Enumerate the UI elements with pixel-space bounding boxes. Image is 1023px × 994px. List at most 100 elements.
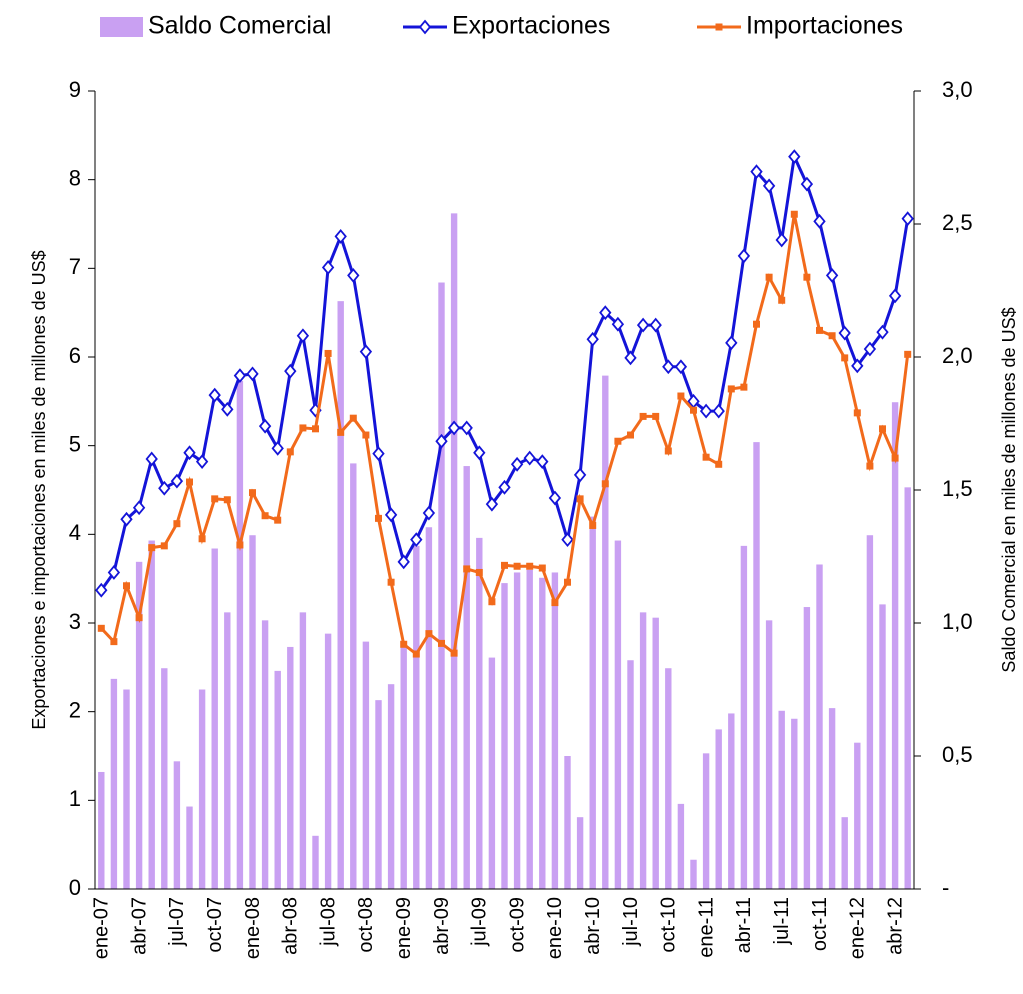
line-marker — [120, 511, 133, 527]
bar — [463, 466, 470, 889]
bar — [287, 646, 294, 889]
line-marker — [825, 268, 839, 283]
bar — [425, 527, 433, 889]
line-marker — [246, 366, 259, 382]
bar — [740, 545, 748, 889]
line-marker — [286, 448, 294, 456]
line-marker — [788, 149, 801, 165]
line-marker — [775, 232, 788, 248]
line-marker — [523, 450, 536, 466]
y-tick-label: 9 — [69, 77, 81, 102]
line-marker — [438, 639, 445, 647]
line-marker — [233, 368, 247, 384]
line-marker — [284, 363, 297, 379]
line-marker — [510, 456, 524, 472]
line-marker — [790, 210, 798, 218]
bar — [299, 612, 307, 889]
line-marker — [851, 358, 864, 374]
line-marker — [538, 564, 546, 572]
line-marker — [183, 445, 196, 461]
line-marker — [652, 412, 660, 420]
line-marker — [576, 495, 584, 503]
bar — [765, 620, 773, 889]
line-marker — [548, 490, 562, 506]
line-marker — [410, 532, 423, 548]
line-marker — [485, 496, 499, 512]
bar — [828, 708, 836, 889]
line-marker — [866, 462, 874, 470]
bar — [728, 713, 735, 889]
line-marker — [564, 578, 571, 586]
bar — [702, 753, 710, 889]
x-tick-label: abr-09 — [431, 897, 453, 955]
bar — [816, 564, 823, 889]
bar — [173, 761, 181, 889]
bar — [161, 668, 168, 889]
x-tick-label: abr-11 — [733, 897, 755, 953]
y-tick-label: 6 — [69, 343, 81, 368]
x-tick-label: abr-07 — [128, 897, 150, 955]
x-tick-label: ene-12 — [847, 897, 869, 959]
legend-swatch — [100, 17, 143, 37]
line-marker — [765, 273, 773, 281]
line-marker — [123, 582, 130, 590]
line-marker — [107, 565, 121, 580]
bar — [513, 572, 521, 889]
line-marker — [110, 638, 118, 646]
bar — [337, 301, 344, 889]
y-tick-label: 0 — [69, 875, 81, 900]
x-tick-label: jul-11 — [771, 897, 793, 945]
line-marker — [274, 516, 282, 524]
y-tick-label: 8 — [69, 165, 81, 190]
legend-marker — [715, 23, 723, 31]
y2-tick-label: 0,5 — [942, 742, 973, 767]
line-marker — [397, 554, 410, 570]
bar — [110, 678, 118, 889]
line-marker — [611, 316, 625, 332]
line-marker — [375, 514, 382, 522]
line-marker — [800, 176, 814, 192]
line-marker — [208, 387, 221, 403]
line-marker — [677, 392, 685, 400]
line-marker — [132, 500, 146, 516]
line-marker — [195, 454, 209, 470]
y2-tick-label: 2,5 — [942, 210, 973, 235]
line-marker — [904, 350, 912, 358]
line-marker — [412, 650, 420, 658]
line-marker — [816, 326, 823, 334]
line-marker — [841, 354, 849, 362]
line-marker — [249, 489, 256, 497]
line-marker — [561, 532, 574, 548]
line-marker — [639, 412, 647, 420]
line-marker — [400, 640, 408, 648]
bar — [904, 487, 911, 889]
bar — [715, 729, 722, 889]
bar — [791, 718, 798, 889]
x-tick-label: ene-07 — [91, 897, 113, 959]
line-marker — [712, 403, 725, 419]
x-tick-label: oct-11 — [809, 897, 831, 951]
line-marker — [690, 406, 697, 414]
bar — [362, 641, 370, 889]
bar — [236, 380, 244, 889]
line-marker — [198, 535, 206, 543]
bar — [450, 213, 458, 890]
line-marker — [460, 420, 473, 436]
line-marker — [828, 332, 836, 340]
line-marker — [223, 496, 231, 504]
line-marker — [586, 331, 599, 347]
line-marker — [463, 565, 471, 573]
y2-tick-label: 2,0 — [942, 343, 973, 368]
line-marker — [573, 467, 587, 483]
line-marker — [324, 349, 332, 357]
bar — [866, 535, 874, 889]
line-marker — [750, 164, 763, 180]
line-marker — [614, 437, 622, 445]
line-marker — [601, 480, 609, 488]
bar — [198, 689, 206, 889]
bar — [375, 700, 382, 889]
bar — [413, 545, 420, 889]
bar — [261, 620, 269, 889]
line-marker — [236, 541, 244, 549]
bar — [891, 402, 899, 889]
